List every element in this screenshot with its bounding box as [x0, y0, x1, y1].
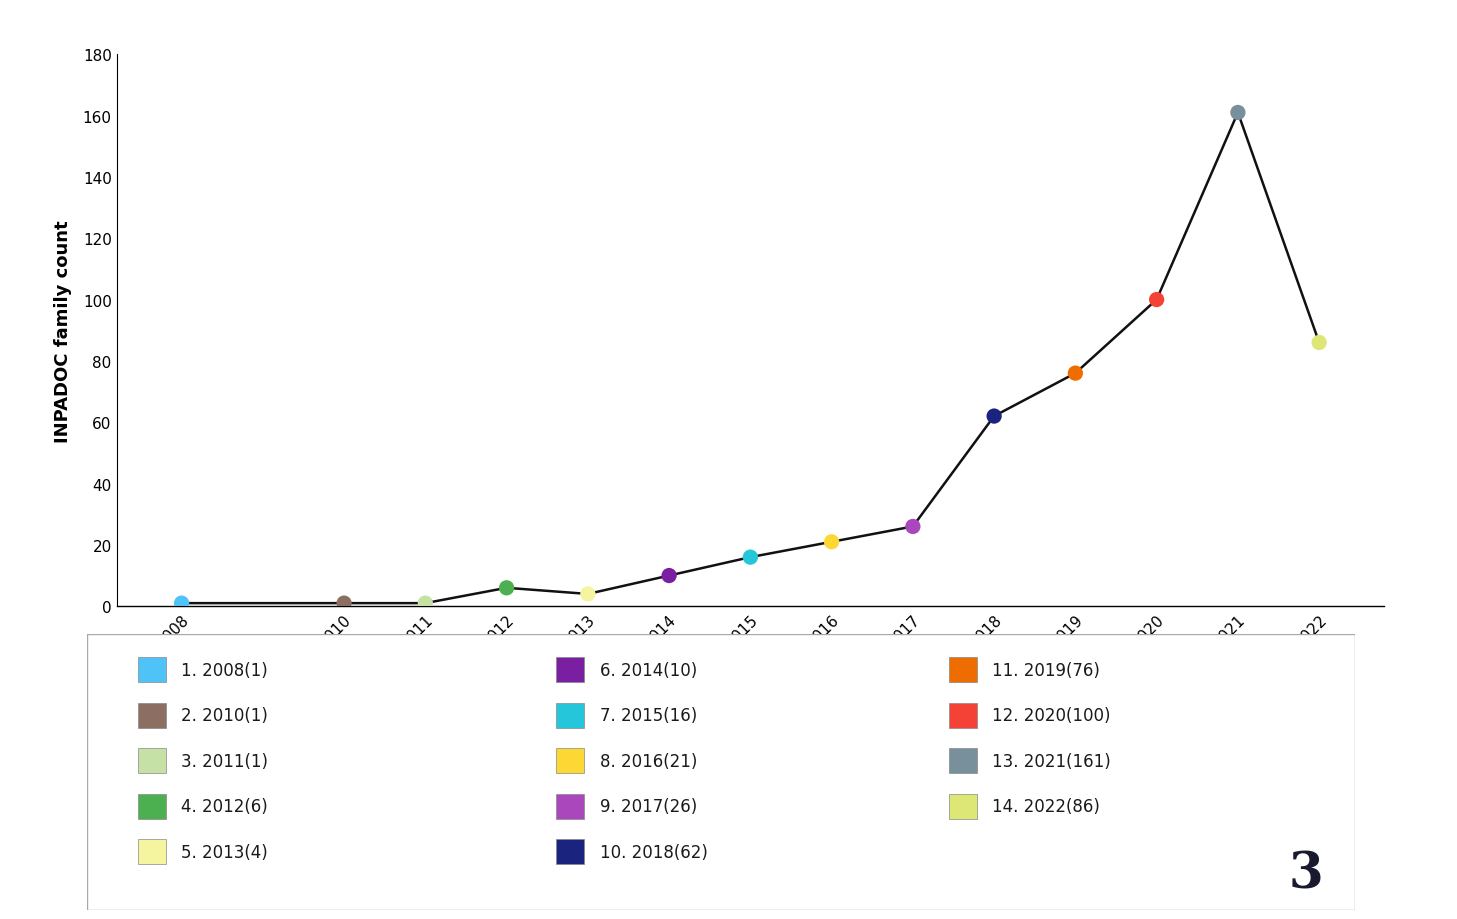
X-axis label: Publication Year: Publication Year	[669, 664, 832, 681]
FancyBboxPatch shape	[950, 703, 978, 728]
Point	[902, 519, 925, 534]
Point	[414, 596, 437, 611]
FancyBboxPatch shape	[138, 657, 166, 682]
FancyBboxPatch shape	[87, 634, 1355, 910]
Text: 8. 2016(21): 8. 2016(21)	[599, 752, 696, 770]
FancyBboxPatch shape	[557, 840, 584, 864]
FancyBboxPatch shape	[557, 703, 584, 728]
Text: 13. 2021(161): 13. 2021(161)	[992, 752, 1112, 770]
FancyBboxPatch shape	[557, 794, 584, 819]
FancyBboxPatch shape	[950, 794, 978, 819]
FancyBboxPatch shape	[557, 657, 584, 682]
Text: 4. 2012(6): 4. 2012(6)	[181, 798, 268, 815]
Text: 3: 3	[1288, 850, 1323, 899]
Text: 9. 2017(26): 9. 2017(26)	[599, 798, 696, 815]
FancyBboxPatch shape	[138, 703, 166, 728]
Point	[1227, 106, 1250, 120]
Point	[576, 587, 599, 602]
Text: 11. 2019(76): 11. 2019(76)	[992, 661, 1100, 679]
FancyBboxPatch shape	[557, 748, 584, 773]
Text: 12. 2020(100): 12. 2020(100)	[992, 707, 1112, 724]
Y-axis label: INPADOC family count: INPADOC family count	[54, 220, 71, 442]
Point	[657, 569, 680, 584]
FancyBboxPatch shape	[950, 748, 978, 773]
Point	[1145, 293, 1169, 308]
Point	[739, 550, 762, 565]
Point	[495, 581, 519, 596]
Point	[982, 409, 1005, 424]
Text: 2. 2010(1): 2. 2010(1)	[181, 707, 268, 724]
Text: 10. 2018(62): 10. 2018(62)	[599, 843, 708, 861]
FancyBboxPatch shape	[950, 657, 978, 682]
Text: 7. 2015(16): 7. 2015(16)	[599, 707, 696, 724]
Text: 3. 2011(1): 3. 2011(1)	[181, 752, 268, 770]
FancyBboxPatch shape	[138, 748, 166, 773]
Text: 5. 2013(4): 5. 2013(4)	[181, 843, 268, 861]
Text: 14. 2022(86): 14. 2022(86)	[992, 798, 1100, 815]
FancyBboxPatch shape	[138, 840, 166, 864]
Point	[1064, 367, 1087, 381]
FancyBboxPatch shape	[138, 794, 166, 819]
Point	[1307, 335, 1330, 350]
Point	[332, 596, 356, 611]
Point	[170, 596, 194, 611]
Text: 6. 2014(10): 6. 2014(10)	[599, 661, 696, 679]
Text: 1. 2008(1): 1. 2008(1)	[181, 661, 268, 679]
Point	[820, 535, 844, 550]
